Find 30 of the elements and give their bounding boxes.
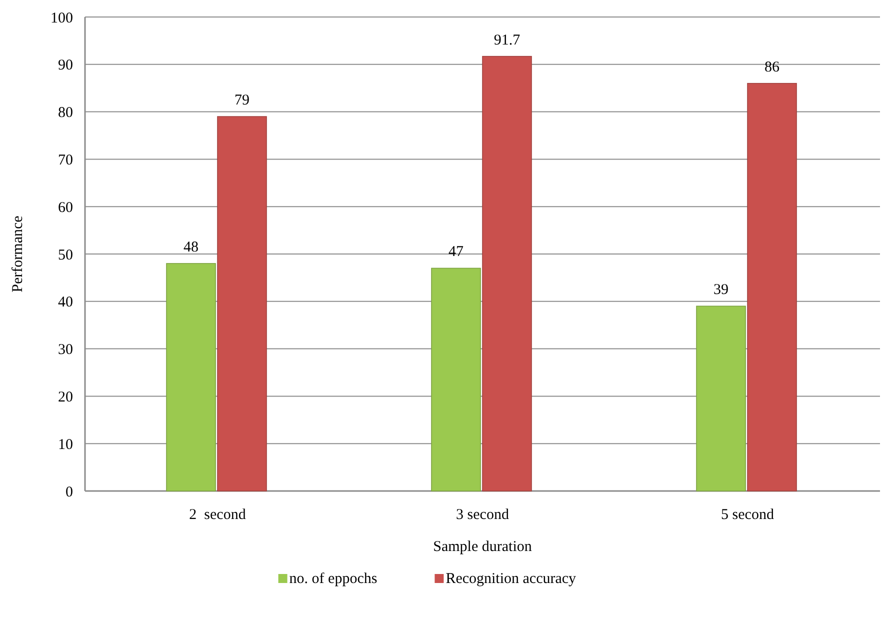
bar: [431, 268, 481, 492]
y-axis-title: Performance: [10, 215, 26, 292]
x-tick-label: 3 second: [456, 507, 510, 523]
y-tick-label: 90: [58, 58, 73, 74]
bar: [696, 306, 746, 492]
data-label: 39: [714, 282, 728, 298]
data-label: 91.7: [494, 32, 521, 48]
bar: [166, 263, 216, 492]
data-label: 48: [184, 239, 198, 256]
data-label: 47: [448, 244, 464, 260]
bar: [747, 82, 797, 492]
y-tick-label: 60: [58, 200, 73, 216]
bar: [482, 56, 532, 492]
y-tick-label: 10: [58, 436, 73, 453]
y-tick-label: 50: [58, 247, 73, 264]
y-tick-label: 0: [66, 484, 73, 500]
y-tick-label: 80: [58, 105, 73, 122]
legend-label: no. of eppochs: [289, 571, 378, 587]
x-tick-label: 5 second: [721, 507, 774, 523]
data-label: 79: [234, 92, 250, 109]
data-label: 86: [764, 59, 780, 76]
y-tick-label: 70: [58, 152, 73, 168]
legend-label: Recognition accuracy: [446, 571, 577, 587]
y-tick-label: 40: [58, 294, 73, 311]
bar: [217, 116, 267, 492]
x-tick-label: 2 second: [189, 507, 246, 523]
x-axis-title: Sample duration: [433, 539, 532, 555]
y-tick-label: 20: [58, 389, 73, 406]
y-tick-label: 100: [50, 10, 73, 26]
y-tick-label: 30: [58, 342, 73, 358]
